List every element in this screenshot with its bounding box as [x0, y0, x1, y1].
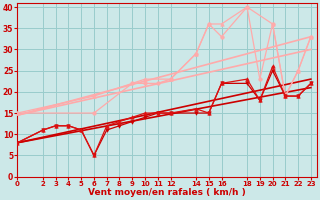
- X-axis label: Vent moyen/en rafales ( km/h ): Vent moyen/en rafales ( km/h ): [88, 188, 246, 197]
